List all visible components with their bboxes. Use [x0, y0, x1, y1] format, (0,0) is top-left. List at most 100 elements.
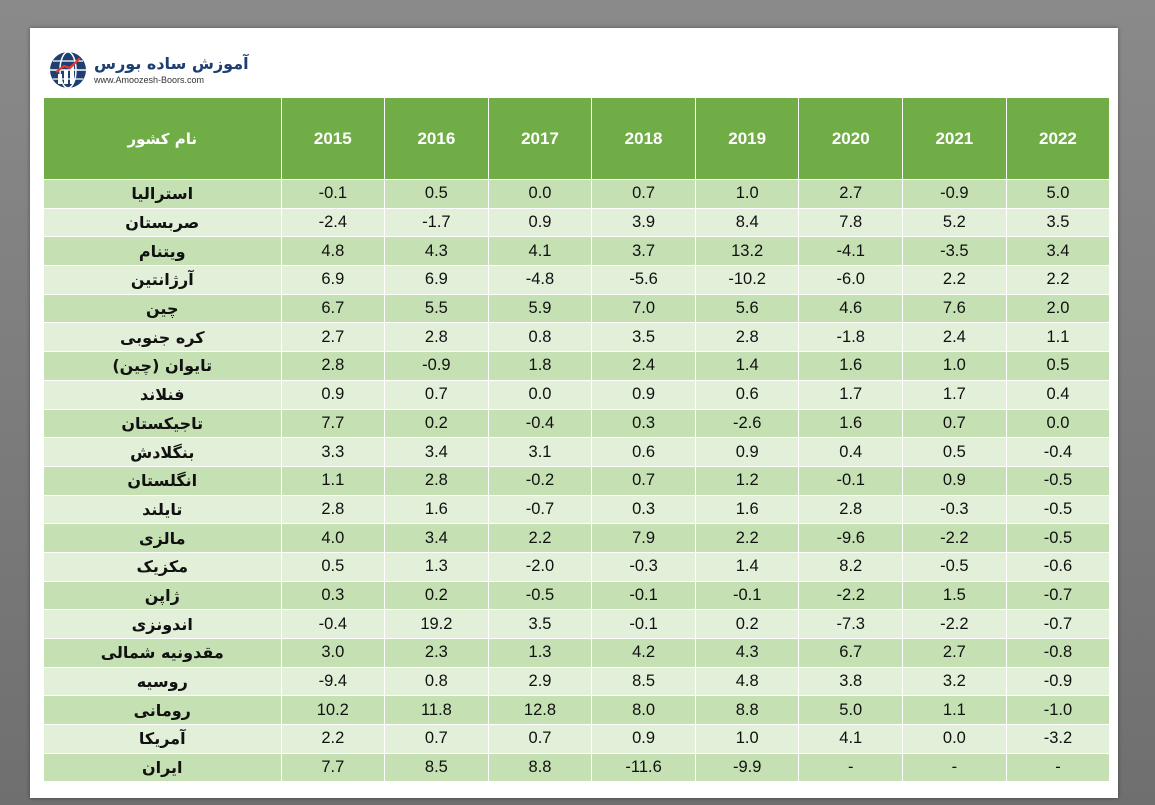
value-cell: 5.2 [902, 207, 1007, 237]
value-cell: 1.3 [384, 551, 489, 582]
value-cell: 12.8 [488, 695, 593, 725]
value-cell: 0.4 [798, 437, 904, 467]
value-cell: -2.2 [902, 609, 1007, 639]
value-cell: -0.8 [1006, 638, 1111, 668]
value-cell: 0.2 [384, 408, 489, 438]
value-cell: 4.1 [488, 236, 593, 266]
table-row: آرژانتین 6.9 6.9 -4.8 -5.6 -10.2 -6.0 2.2 2.2 [44, 265, 1111, 295]
value-cell: 2.8 [281, 351, 386, 381]
value-cell: -0.1 [695, 580, 800, 610]
value-cell: -2.2 [798, 580, 904, 610]
value-cell: 1.3 [488, 638, 593, 668]
value-cell: 0.5 [384, 179, 489, 209]
table-row: ژاپن 0.3 0.2 -0.5 -0.1 -0.1 -2.2 1.5 -0.7 [44, 580, 1111, 610]
country-cell: ژاپن [44, 580, 282, 610]
value-cell: -0.4 [1006, 437, 1111, 467]
value-cell: 0.3 [591, 494, 696, 524]
value-cell: -0.5 [902, 551, 1007, 582]
value-cell: 2.7 [798, 179, 904, 209]
value-cell: 1.6 [384, 494, 489, 524]
value-cell: 2.8 [281, 494, 386, 524]
value-cell: 3.4 [384, 437, 489, 467]
country-cell: مکزیک [44, 551, 282, 582]
value-cell: 5.6 [695, 293, 800, 323]
value-cell: 11.8 [384, 695, 489, 725]
value-cell: 0.0 [488, 179, 593, 209]
header-row: نام کشور 2015 2016 2017 2018 2019 2020 2… [44, 98, 1111, 180]
value-cell: 1.6 [798, 351, 904, 381]
value-cell: 1.1 [1006, 322, 1111, 352]
value-cell: -0.1 [591, 580, 696, 610]
value-cell: 8.8 [695, 695, 800, 725]
value-cell: 4.2 [591, 638, 696, 668]
value-cell: 2.2 [1006, 265, 1111, 295]
value-cell: 1.1 [281, 465, 386, 496]
country-cell: آمریکا [44, 724, 282, 754]
value-cell: -9.9 [695, 752, 800, 782]
year-header: 2019 [695, 98, 800, 180]
value-cell: 6.7 [281, 293, 386, 323]
value-cell: 0.7 [902, 408, 1007, 438]
value-cell: -0.1 [281, 179, 386, 209]
table-row: کره جنوبی 2.7 2.8 0.8 3.5 2.8 -1.8 2.4 1.1 [44, 322, 1111, 352]
value-cell: 0.7 [384, 379, 489, 409]
value-cell: -0.5 [1006, 523, 1111, 553]
year-header: 2016 [384, 98, 489, 180]
country-cell: اندونزی [44, 609, 282, 639]
value-cell: 5.5 [384, 293, 489, 323]
value-cell: -0.3 [902, 494, 1007, 524]
year-header: 2020 [798, 98, 904, 180]
value-cell: 0.3 [591, 408, 696, 438]
value-cell: 0.5 [1006, 351, 1111, 381]
value-cell: 7.7 [281, 408, 386, 438]
value-cell: 2.4 [591, 351, 696, 381]
value-cell: 3.2 [902, 666, 1007, 696]
value-cell: 0.5 [902, 437, 1007, 467]
value-cell: 2.8 [384, 322, 489, 352]
value-cell: -1.0 [1006, 695, 1111, 725]
value-cell: 2.8 [798, 494, 904, 524]
country-cell: تاجیکستان [44, 408, 282, 438]
value-cell: -0.9 [1006, 666, 1111, 696]
country-cell: مالزی [44, 523, 282, 553]
value-cell: -3.5 [902, 236, 1007, 266]
value-cell: 1.0 [695, 724, 800, 754]
table-row: مقدونیه شمالی 3.0 2.3 1.3 4.2 4.3 6.7 2.7 -0.8 [44, 638, 1111, 668]
value-cell: 3.7 [591, 236, 696, 266]
value-cell: 1.4 [695, 351, 800, 381]
value-cell: 0.9 [488, 207, 593, 237]
value-cell: -0.9 [384, 351, 489, 381]
value-cell: 7.7 [281, 752, 386, 782]
value-cell: 3.5 [488, 609, 593, 639]
value-cell: 0.9 [695, 437, 800, 467]
value-cell: 7.9 [591, 523, 696, 553]
value-cell: 2.2 [488, 523, 593, 553]
value-cell: 2.8 [384, 465, 489, 496]
value-cell: 0.8 [488, 322, 593, 352]
value-cell: 0.9 [591, 724, 696, 754]
value-cell: 2.4 [902, 322, 1007, 352]
value-cell: 0.0 [1006, 408, 1111, 438]
inflation-table: نام کشور 2015 2016 2017 2018 2019 2020 2… [44, 98, 1111, 782]
value-cell: 1.4 [695, 551, 800, 582]
value-cell: -1.8 [798, 322, 904, 352]
value-cell: 2.3 [384, 638, 489, 668]
value-cell: 0.9 [902, 465, 1007, 496]
country-cell: تایلند [44, 494, 282, 524]
value-cell: 1.1 [902, 695, 1007, 725]
table-row: بنگلادش 3.3 3.4 3.1 0.6 0.9 0.4 0.5 -0.4 [44, 437, 1111, 467]
value-cell: 3.5 [591, 322, 696, 352]
value-cell: 4.0 [281, 523, 386, 553]
value-cell: 0.6 [591, 437, 696, 467]
value-cell: -0.6 [1006, 551, 1111, 582]
value-cell: 6.9 [384, 265, 489, 295]
value-cell: -0.4 [281, 609, 386, 639]
value-cell: 3.1 [488, 437, 593, 467]
value-cell: 10.2 [281, 695, 386, 725]
table-row: تایوان (چین) 2.8 -0.9 1.8 2.4 1.4 1.6 1.0 0.5 [44, 351, 1111, 381]
country-cell: چین [44, 293, 282, 323]
value-cell: 0.2 [384, 580, 489, 610]
value-cell: 4.1 [798, 724, 904, 754]
value-cell: -4.1 [798, 236, 904, 266]
value-cell: 4.3 [384, 236, 489, 266]
